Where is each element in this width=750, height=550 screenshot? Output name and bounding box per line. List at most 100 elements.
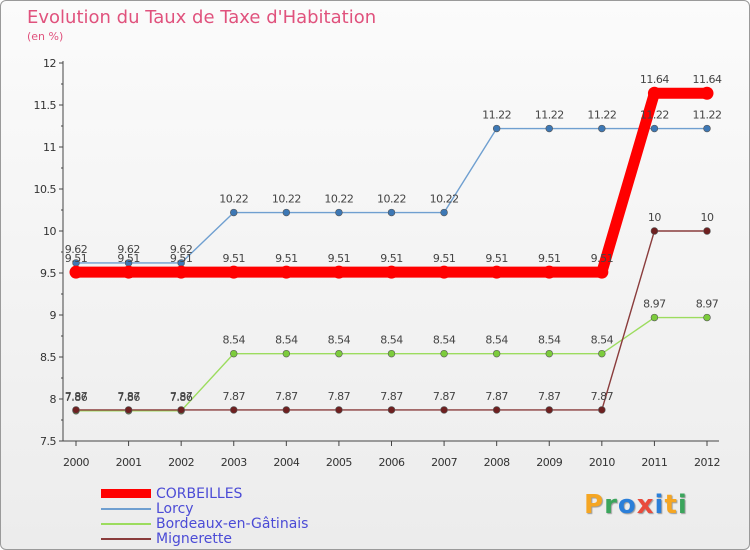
legend-label-corbeilles: CORBEILLES — [156, 485, 243, 502]
legend-item-lorcy: Lorcy — [101, 501, 308, 517]
data-label-bordeaux-en-g-tinais: 8.97 — [696, 298, 719, 311]
data-point-bordeaux-en-g-tinais — [545, 349, 553, 358]
data-point-mignerette — [545, 406, 553, 414]
data-label-bordeaux-en-g-tinais: 7.86 — [117, 391, 140, 404]
legend-swatch-bordeaux-en-g-tinais — [101, 522, 151, 525]
data-label-lorcy: 10.22 — [272, 193, 301, 206]
y-tick-label: 7.5 — [40, 435, 56, 448]
data-label-mignerette: 7.87 — [433, 390, 456, 403]
data-label-bordeaux-en-g-tinais: 7.86 — [170, 391, 193, 404]
data-label-mignerette: 10 — [701, 211, 714, 224]
x-tick-label: 2011 — [641, 456, 667, 469]
data-label-bordeaux-en-g-tinais: 8.54 — [223, 334, 246, 347]
data-label-mignerette: 7.87 — [328, 390, 351, 403]
data-label-bordeaux-en-g-tinais: 8.54 — [538, 334, 561, 347]
data-point-mignerette — [598, 406, 606, 414]
data-label-corbeilles: 9.51 — [117, 252, 140, 265]
legend-label-bordeaux-en-g-tinais: Bordeaux-en-Gâtinais — [156, 515, 309, 532]
y-tick-label: 9 — [50, 309, 57, 322]
data-point-bordeaux-en-g-tinais — [598, 349, 606, 358]
data-label-lorcy: 10.22 — [377, 193, 406, 206]
data-label-lorcy: 11.22 — [640, 109, 669, 122]
data-label-bordeaux-en-g-tinais: 8.54 — [591, 334, 614, 347]
logo-letter: o — [617, 490, 637, 520]
data-point-mignerette — [230, 406, 238, 414]
data-point-corbeilles — [279, 265, 293, 279]
data-point-corbeilles — [542, 265, 556, 279]
data-label-mignerette: 7.87 — [117, 390, 140, 403]
data-point-corbeilles — [332, 265, 346, 279]
legend-swatch-lorcy — [101, 507, 151, 510]
logo-letter: t — [664, 490, 678, 520]
data-point-corbeilles — [69, 265, 83, 279]
legend-label-mignerette: Mignerette — [156, 530, 232, 547]
data-point-bordeaux-en-g-tinais — [387, 349, 396, 358]
data-label-lorcy: 11.22 — [693, 109, 722, 122]
data-point-corbeilles — [122, 265, 136, 279]
data-point-corbeilles — [700, 86, 714, 100]
y-tick-label: 10 — [43, 225, 56, 238]
logo-letter: i — [677, 490, 688, 520]
data-label-mignerette: 7.87 — [170, 390, 193, 403]
data-point-corbeilles — [227, 265, 241, 279]
data-label-mignerette: 7.87 — [65, 390, 88, 403]
data-point-corbeilles — [385, 265, 398, 279]
data-point-bordeaux-en-g-tinais — [282, 349, 291, 358]
data-point-bordeaux-en-g-tinais — [440, 349, 448, 358]
chart-subtitle: (en %) — [27, 30, 64, 43]
data-label-lorcy: 9.62 — [117, 243, 140, 256]
legend-swatch-corbeilles — [101, 489, 151, 498]
data-point-bordeaux-en-g-tinais — [650, 313, 659, 322]
x-tick-label: 2003 — [221, 456, 247, 469]
data-point-corbeilles — [595, 265, 609, 279]
data-label-corbeilles: 11.64 — [640, 73, 669, 86]
legend: CORBEILLES Lorcy Bordeaux-en-Gâtinais Migne… — [101, 485, 309, 547]
x-tick-label: 2008 — [484, 456, 510, 469]
y-tick-label: 8 — [50, 393, 57, 406]
data-label-lorcy: 11.22 — [587, 109, 616, 122]
data-point-mignerette — [703, 227, 711, 235]
data-point-mignerette — [124, 406, 133, 414]
data-label-corbeilles: 9.51 — [65, 252, 88, 265]
data-point-lorcy — [650, 124, 659, 133]
y-tick-label: 11 — [43, 141, 56, 154]
data-label-corbeilles: 9.51 — [328, 252, 351, 265]
y-tick-label: 11.5 — [34, 99, 57, 112]
data-label-corbeilles: 9.51 — [170, 252, 193, 265]
data-point-bordeaux-en-g-tinais — [230, 349, 238, 358]
proxiti-logo: Proxiti — [584, 490, 688, 520]
data-label-mignerette: 7.87 — [538, 390, 561, 403]
x-tick-label: 2012 — [694, 456, 720, 469]
data-point-lorcy — [230, 208, 238, 217]
data-point-corbeilles — [647, 86, 661, 100]
y-tick-label: 10.5 — [34, 183, 57, 196]
data-label-bordeaux-en-g-tinais: 8.54 — [485, 334, 508, 347]
data-point-mignerette — [335, 406, 343, 414]
data-label-lorcy: 10.22 — [430, 193, 459, 206]
data-label-lorcy: 10.22 — [324, 193, 353, 206]
x-tick-label: 2002 — [168, 456, 194, 469]
data-point-bordeaux-en-g-tinais — [335, 349, 343, 358]
data-point-mignerette — [72, 406, 80, 414]
data-point-corbeilles — [174, 265, 188, 279]
data-point-mignerette — [387, 406, 396, 414]
data-point-corbeilles — [437, 265, 451, 279]
data-label-corbeilles: 9.51 — [380, 252, 403, 265]
data-label-mignerette: 7.87 — [275, 390, 298, 403]
data-label-mignerette: 7.87 — [485, 390, 508, 403]
data-label-bordeaux-en-g-tinais: 7.86 — [65, 391, 88, 404]
data-label-mignerette: 7.87 — [591, 390, 614, 403]
data-point-lorcy — [598, 124, 606, 133]
y-tick-label: 12 — [43, 57, 56, 70]
data-label-corbeilles: 9.51 — [433, 252, 456, 265]
data-label-lorcy: 11.22 — [535, 109, 564, 122]
legend-item-corbeilles: CORBEILLES — [101, 485, 308, 502]
data-point-corbeilles — [490, 265, 504, 279]
data-point-lorcy — [545, 124, 553, 133]
legend-item-mignerette: Mignerette — [101, 530, 308, 547]
data-point-mignerette — [440, 406, 448, 414]
logo-letter: P — [584, 490, 605, 520]
data-point-mignerette — [177, 406, 185, 414]
